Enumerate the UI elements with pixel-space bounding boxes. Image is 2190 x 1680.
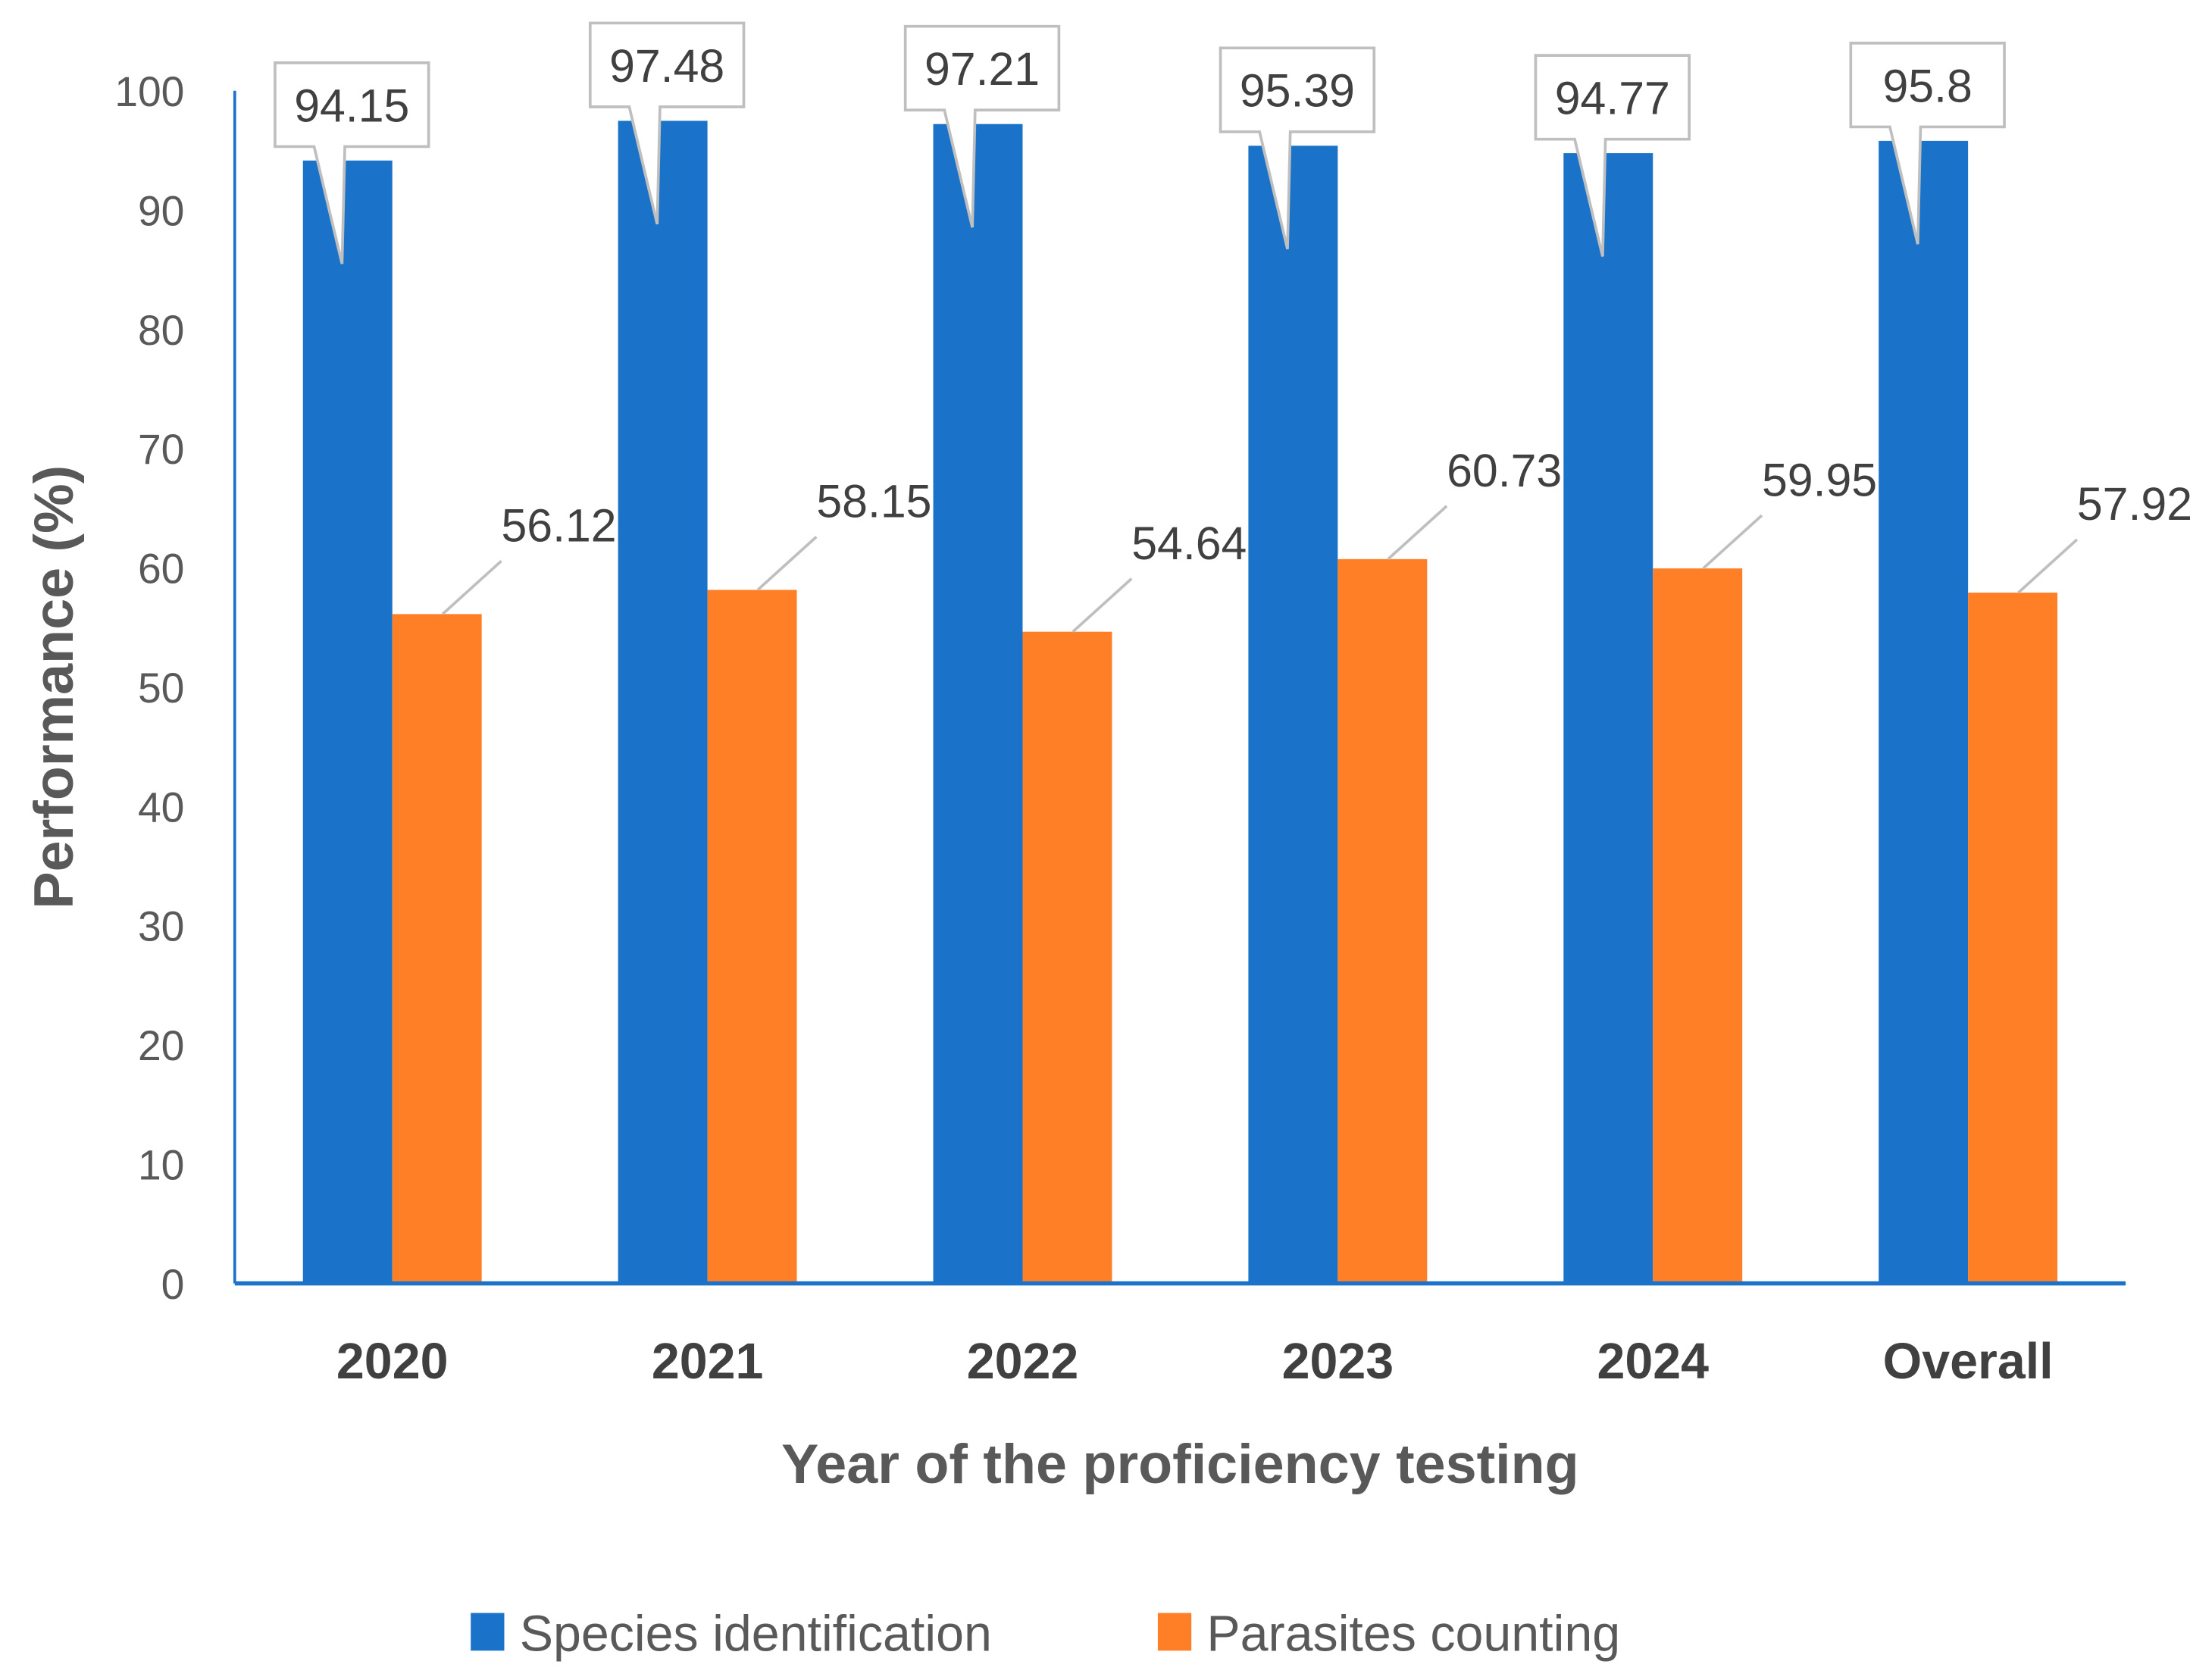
y-axis-ticks: 0 10 20 30 40 50 60 70 80 90 100 <box>114 68 184 1308</box>
data-label-species: 94.15 <box>294 80 409 131</box>
data-label-callout <box>588 21 746 225</box>
bar-parasites-counting <box>1968 593 2058 1284</box>
data-label-species: 95.39 <box>1240 65 1355 117</box>
data-label-parasites: 60.73 <box>1447 445 1562 496</box>
data-label-species: 97.21 <box>924 43 1040 95</box>
bar-species-identification <box>302 160 393 1284</box>
legend-swatch-species <box>471 1613 505 1651</box>
x-category-label: 2020 <box>336 1334 449 1390</box>
bar-parasites-counting <box>1653 568 1743 1284</box>
y-tick-label: 0 <box>161 1261 185 1308</box>
y-tick-label: 40 <box>138 784 184 831</box>
x-axis-categories: 2020 2021 2022 2023 2024 Overall <box>336 1334 2054 1390</box>
data-label-parasites: 54.64 <box>1131 518 1247 569</box>
bar-parasites-counting <box>707 590 797 1284</box>
data-label-callout <box>1219 46 1376 250</box>
y-tick-label: 80 <box>138 307 184 354</box>
data-labels: 94.15 56.12 97.48 58.15 97.21 54.64 95.39 60.73… <box>274 21 2190 634</box>
data-label-parasites: 58.15 <box>816 476 931 527</box>
x-category-label: Overall <box>1883 1334 2054 1390</box>
data-label-species: 97.48 <box>609 40 724 92</box>
legend-label-parasites: Parasites counting <box>1206 1606 1620 1662</box>
data-label-leader-line <box>1072 577 1133 634</box>
data-label-callout <box>1534 54 1691 257</box>
y-tick-label: 20 <box>138 1022 184 1069</box>
data-label-species: 94.77 <box>1555 72 1670 124</box>
bar-species-identification <box>1248 145 1338 1284</box>
y-axis-title: Performance (%) <box>22 465 85 909</box>
x-category-label: 2022 <box>967 1334 1079 1390</box>
data-label-parasites: 56.12 <box>501 500 616 552</box>
y-tick-label: 50 <box>138 665 184 712</box>
y-tick-label: 100 <box>114 68 184 115</box>
bar-species-identification <box>618 120 708 1284</box>
data-label-callout <box>1849 42 2006 245</box>
x-axis-title: Year of the proficiency testing <box>781 1432 1579 1495</box>
data-label-species: 95.8 <box>1882 60 1972 111</box>
bar-species-identification <box>933 124 1023 1284</box>
legend: Species identification Parasites countin… <box>471 1606 1620 1662</box>
bar-species-identification <box>1879 140 1969 1284</box>
legend-swatch-parasites <box>1157 1613 1192 1651</box>
y-tick-label: 90 <box>138 187 184 234</box>
data-label-leader-line <box>1702 514 1763 570</box>
bars <box>302 120 2058 1284</box>
data-label-leader-line <box>2017 538 2079 594</box>
data-label-parasites: 57.92 <box>2077 478 2190 530</box>
x-category-label: 2023 <box>1282 1334 1394 1390</box>
x-category-label: 2021 <box>652 1334 764 1390</box>
y-tick-label: 60 <box>138 546 184 593</box>
data-label-leader-line <box>756 536 818 591</box>
data-label-parasites: 59.95 <box>1762 454 1877 505</box>
bar-parasites-counting <box>1337 558 1428 1284</box>
bar-parasites-counting <box>1022 631 1112 1284</box>
data-label-callout <box>903 24 1061 228</box>
x-category-label: 2024 <box>1597 1334 1709 1390</box>
y-tick-label: 10 <box>138 1142 184 1189</box>
data-label-leader-line <box>441 559 502 615</box>
data-label-callout <box>274 61 430 264</box>
y-tick-label: 30 <box>138 903 184 950</box>
bar-parasites-counting <box>392 614 482 1284</box>
data-label-leader-line <box>1387 505 1448 561</box>
legend-label-species: Species identification <box>520 1606 992 1662</box>
bar-species-identification <box>1563 153 1653 1284</box>
y-tick-label: 70 <box>138 426 184 473</box>
